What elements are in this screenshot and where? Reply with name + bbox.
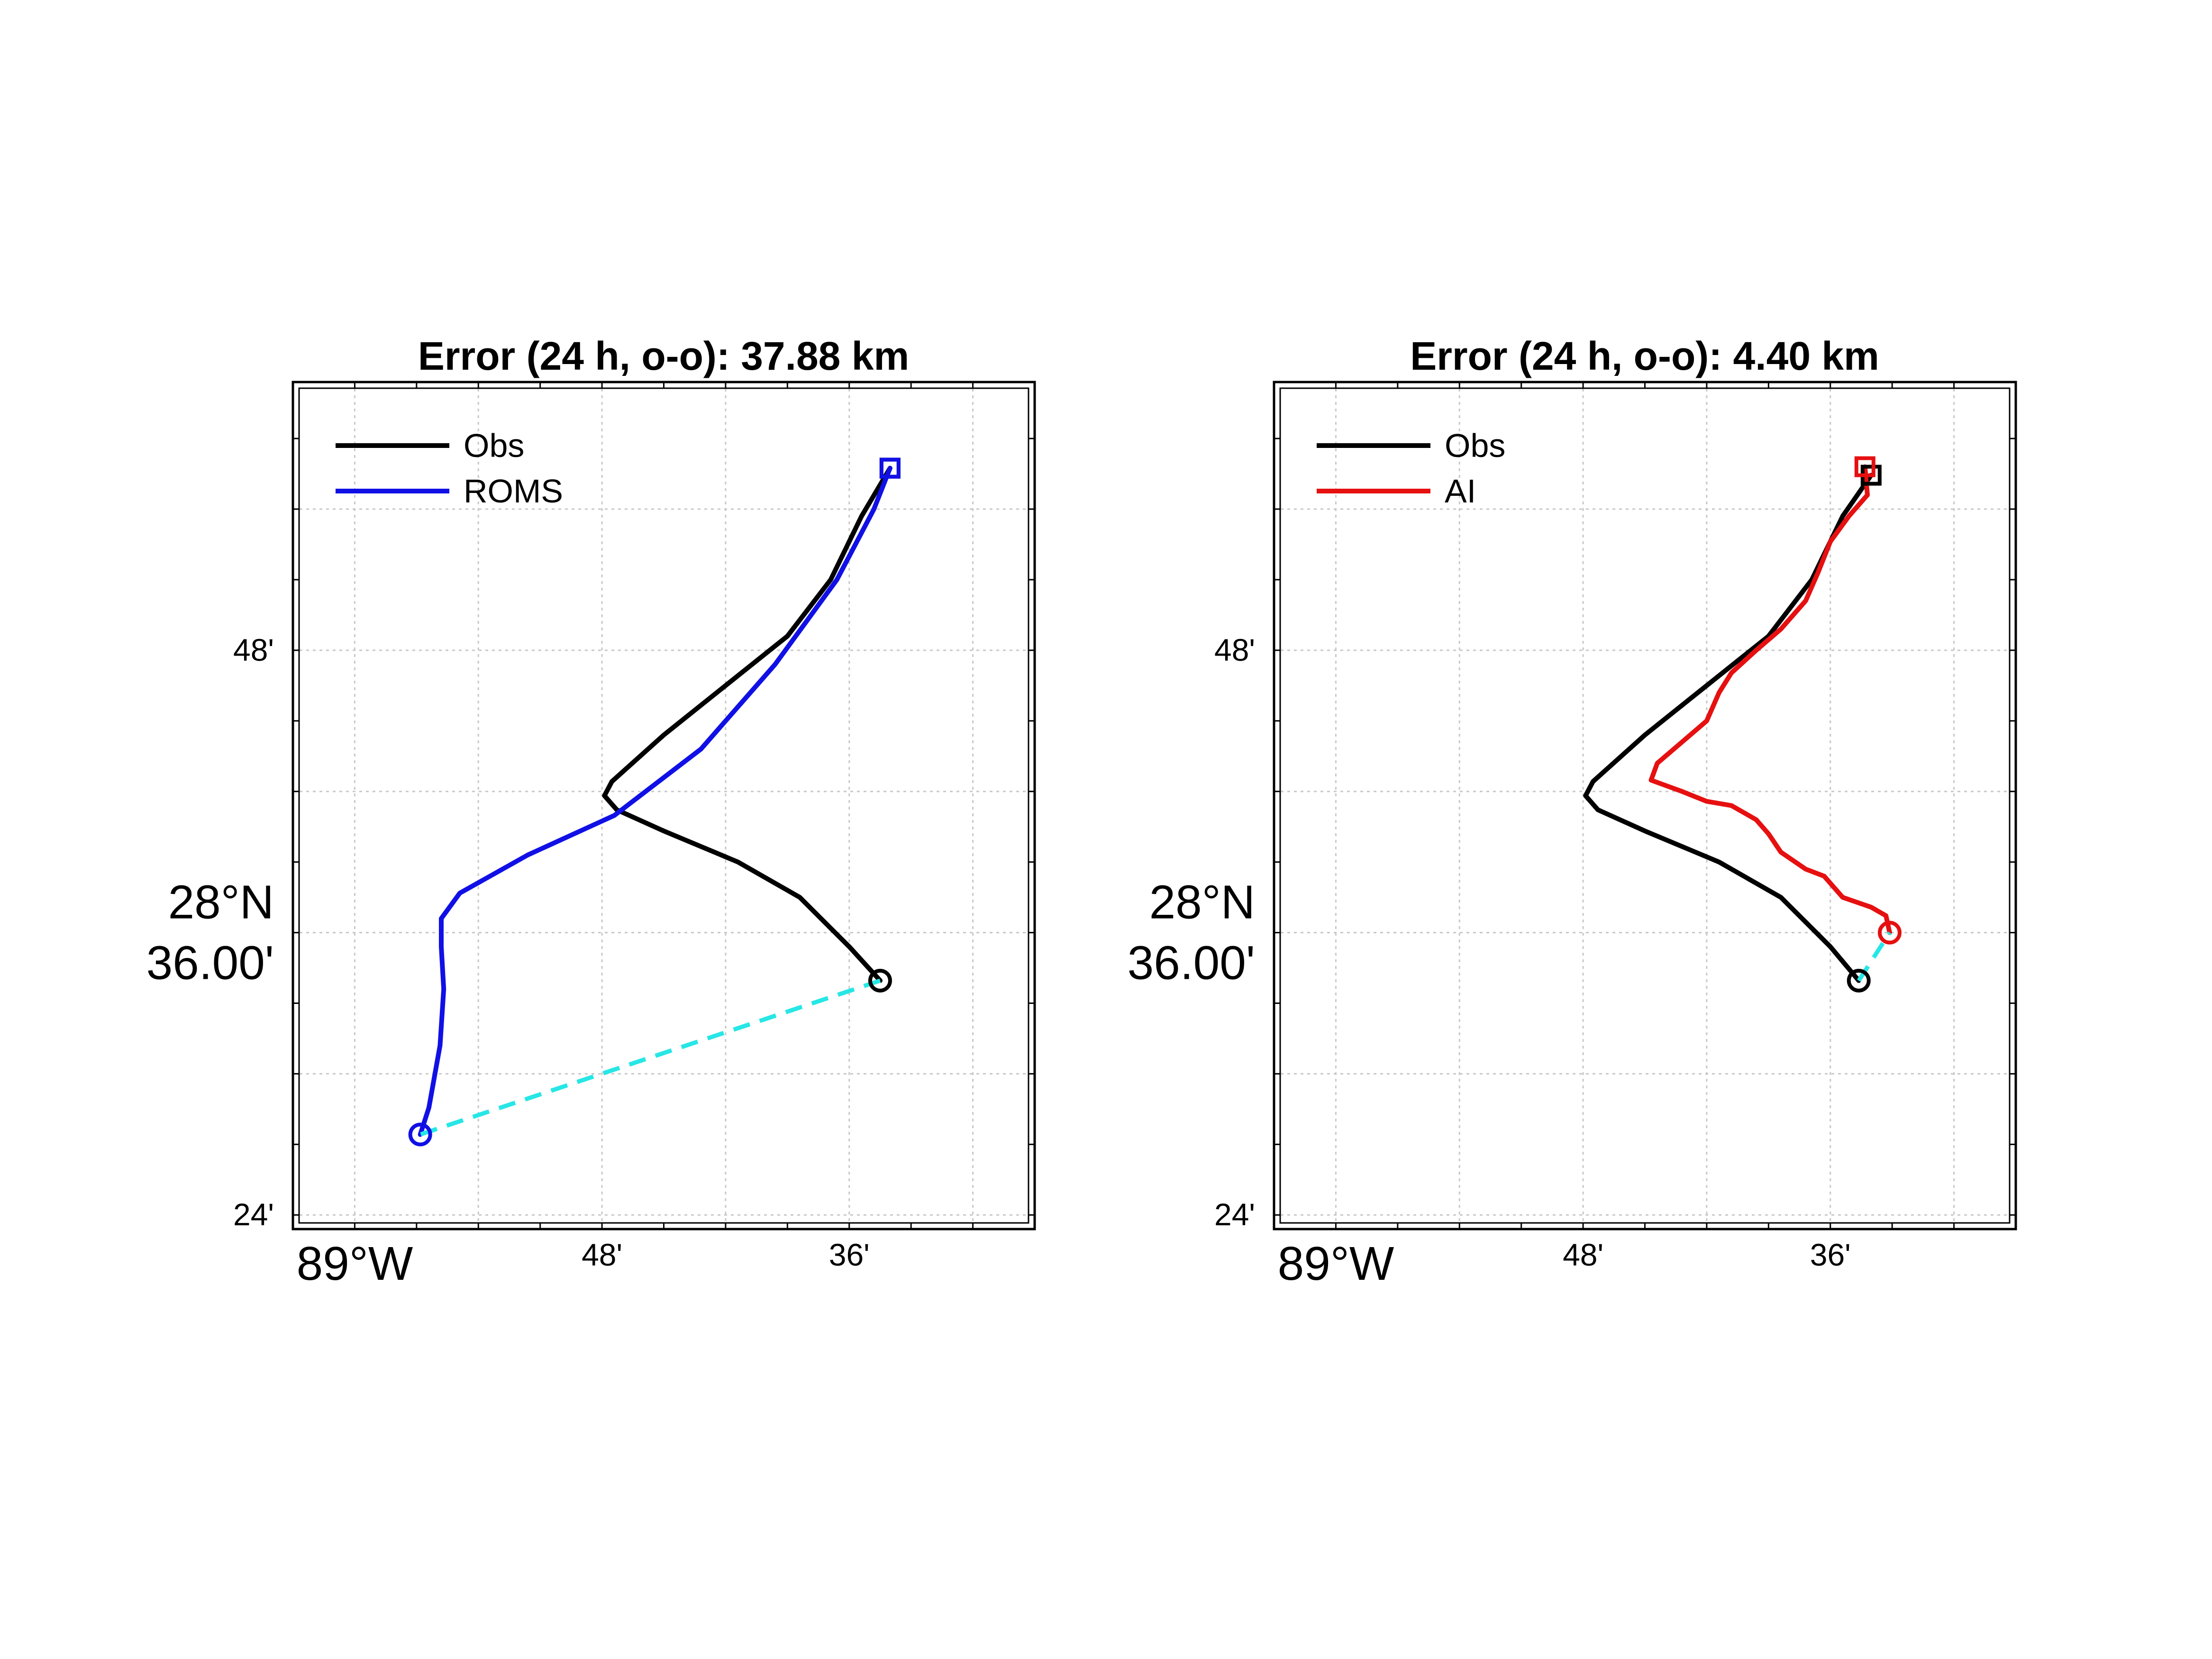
error-connector-line (419, 978, 881, 1137)
series-line-obs (602, 465, 892, 983)
x-tick-label: 48' (582, 1237, 622, 1272)
start-marker-obs (1847, 968, 1871, 993)
y-tick-label: 24' (233, 1197, 274, 1232)
y-tick-label: 28°N 36.00' (146, 876, 274, 990)
start-marker-obs (868, 968, 892, 993)
x-tick-label: 89°W (297, 1237, 413, 1290)
y-tick-label: 28°N 36.00' (1128, 876, 1255, 990)
start-marker-ai (1877, 921, 1902, 945)
legend-label-obs: Obs (464, 427, 524, 464)
chart-panel-1: Error (24 h, o-o): 37.88 km 89°W 48' 36' 24'… (146, 334, 1036, 1290)
legend-label-obs: Obs (1445, 427, 1505, 464)
map-frame-inner (1279, 387, 2011, 1224)
chart-title: Error (24 h, o-o): 37.88 km (418, 334, 909, 378)
legend-label-ai: AI (1445, 473, 1476, 510)
series-line-ai (1648, 464, 1892, 935)
x-tick-label: 89°W (1278, 1237, 1394, 1290)
end-marker-ai (1854, 456, 1875, 477)
y-tick-label: 24' (1214, 1197, 1255, 1232)
x-tick-label: 48' (1563, 1237, 1603, 1272)
y-tick-label: 48' (233, 632, 274, 667)
map-frame-inner (298, 387, 1029, 1224)
chart-panel-2: Error (24 h, o-o): 4.40 km 89°W 48' 36' 24' 2… (1128, 334, 2017, 1290)
chart-title: Error (24 h, o-o): 4.40 km (1410, 334, 1879, 378)
series-line-obs (1583, 473, 1874, 983)
start-marker-roms (408, 1122, 432, 1147)
series-line-roms (418, 465, 892, 1137)
x-tick-label: 36' (829, 1237, 870, 1272)
end-marker-roms (879, 457, 901, 479)
y-tick-label: 48' (1214, 632, 1255, 667)
x-tick-label: 36' (1810, 1237, 1851, 1272)
legend-label-roms: ROMS (464, 473, 563, 510)
